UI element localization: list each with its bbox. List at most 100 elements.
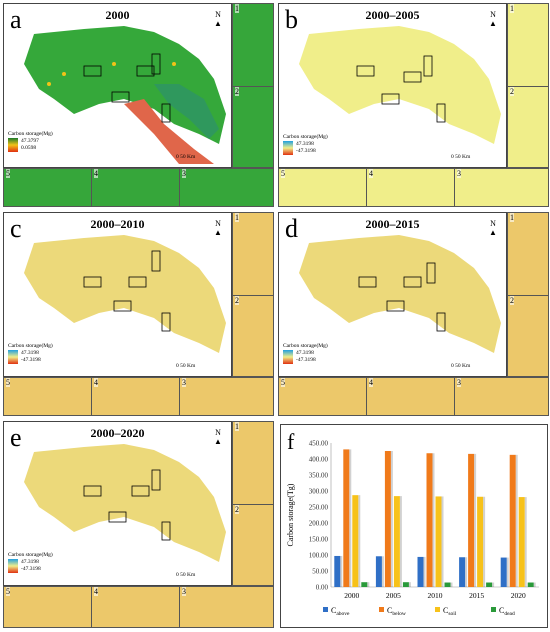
panel-title: 2000–2020 xyxy=(90,426,145,440)
legend-min: -47.3198 xyxy=(21,566,41,572)
inset-d-1: 1 xyxy=(507,212,549,296)
bar-above-2010 xyxy=(417,556,424,587)
scale-bar: 0 50 Km xyxy=(451,154,471,160)
bar-shade xyxy=(506,557,509,587)
bar-above-2005 xyxy=(375,556,382,587)
y-tick-label: 0.00 xyxy=(316,584,329,592)
north-arrow-icon: N ▲ xyxy=(214,428,222,446)
bar-shade xyxy=(390,451,393,587)
y-tick-label: 50.00 xyxy=(312,568,328,576)
y-tick-label: 450.00 xyxy=(309,440,329,448)
legend-title: Carbon storage(Mg) xyxy=(8,552,53,558)
inset-b-3: 3 xyxy=(454,168,549,207)
bar-shade xyxy=(408,582,411,587)
study-area-map xyxy=(24,444,226,562)
y-tick-label: 200.00 xyxy=(309,520,329,528)
panel-title: 2000–2015 xyxy=(365,217,420,231)
legend-min: 0.0598 xyxy=(21,145,37,151)
study-area-map xyxy=(24,26,226,164)
legend-label-below: Cbelow xyxy=(387,606,406,617)
legend-min: -47.3198 xyxy=(21,357,41,363)
legend-swatch-soil xyxy=(435,607,440,612)
legend-swatch-dead xyxy=(491,607,496,612)
map-panel-a: a 2000 N ▲ Carbon storage(Mg) 47.3797 0.05… xyxy=(3,3,232,168)
bar-below-2015 xyxy=(468,453,475,587)
inset-d-4: 4 xyxy=(366,377,455,416)
bar-shade xyxy=(358,495,361,587)
map-panel-d: d 2000–2015 N ▲ Carbon storage(Mg) 47.319… xyxy=(278,212,507,377)
legend-title: Carbon storage(Mg) xyxy=(283,343,328,349)
inset-e-5: 5 xyxy=(3,586,92,628)
bar-shade xyxy=(465,557,468,587)
bar-dead-2020 xyxy=(527,582,534,587)
scale-bar: 0 50 Km xyxy=(176,154,196,160)
legend-swatch-below xyxy=(379,607,384,612)
x-tick-label: 2015 xyxy=(469,591,484,600)
legend-title: Carbon storage(Mg) xyxy=(8,343,53,349)
bar-below-2000 xyxy=(343,449,350,587)
y-axis-label: Carbon storage(Tg) xyxy=(286,483,295,546)
bar-shade xyxy=(524,497,527,587)
inset-a-5: 5 xyxy=(3,168,92,207)
inset-b-5: 5 xyxy=(278,168,367,207)
inset-e-1: 1 xyxy=(232,421,274,505)
inset-b-2: 2 xyxy=(507,86,549,168)
legend-label-dead: Cdead xyxy=(499,606,515,617)
legend-swatch-above xyxy=(323,607,328,612)
bar-soil-2010 xyxy=(435,496,442,587)
panel-title: 2000–2005 xyxy=(365,8,420,22)
bar-below-2010 xyxy=(426,453,433,587)
legend-min: -47.3198 xyxy=(296,148,316,154)
bar-shade xyxy=(349,449,352,587)
inset-a-2: 2 xyxy=(232,86,274,168)
north-arrow-icon: N ▲ xyxy=(214,219,222,237)
inset-a-4: 4 xyxy=(91,168,180,207)
panel-title: 2000 xyxy=(105,8,130,22)
scale-bar: 0 50 Km xyxy=(176,363,196,369)
bar-shade xyxy=(432,453,435,587)
y-tick-label: 400.00 xyxy=(309,456,329,464)
carbon-storage-bar-chart: f 0.00 50.00 100.00 150.00 200.00 250.00 300.00… xyxy=(286,429,539,617)
legend-max: 47.3198 xyxy=(296,350,314,356)
legend-max: 47.3198 xyxy=(21,350,39,356)
panel-letter: e xyxy=(10,423,22,452)
panel-letter: d xyxy=(285,214,298,243)
inset-e-2: 2 xyxy=(232,504,274,586)
y-tick-label: 150.00 xyxy=(309,536,329,544)
bar-soil-2005 xyxy=(393,496,400,587)
north-arrow-icon: N ▲ xyxy=(489,219,497,237)
legend-label-above: Cabove xyxy=(331,606,350,617)
bar-shade xyxy=(367,582,370,587)
map-panel-e: e 2000–2020 N ▲ Carbon storage(Mg) 47.319… xyxy=(3,421,232,586)
legend: Carbon storage(Mg) 47.3198 -47.3198 xyxy=(283,343,328,364)
panel-letter: f xyxy=(287,429,295,454)
legend: Carbon storage(Mg) 47.3198 -47.3198 xyxy=(8,343,53,364)
inset-e-3: 3 xyxy=(179,586,274,628)
bar-shade xyxy=(340,555,343,587)
bar-above-2015 xyxy=(459,557,466,587)
y-tick-label: 350.00 xyxy=(309,472,329,480)
inset-c-2: 2 xyxy=(232,295,274,377)
bar-shade xyxy=(515,454,518,587)
x-tick-label: 2005 xyxy=(386,591,401,600)
north-arrow-icon: N ▲ xyxy=(489,10,497,28)
inset-a-1: 1 xyxy=(232,3,274,87)
legend-label-soil: Csoil xyxy=(443,606,457,617)
bar-shade xyxy=(450,582,453,587)
bar-above-2000 xyxy=(334,555,341,587)
y-tick-label: 300.00 xyxy=(309,488,329,496)
inset-e-4: 4 xyxy=(91,586,180,628)
panel-letter: b xyxy=(285,5,298,34)
bar-dead-2000 xyxy=(361,582,368,587)
bar-shade xyxy=(441,496,444,587)
study-area-map xyxy=(299,26,501,144)
bar-shade xyxy=(533,582,536,587)
bar-soil-2015 xyxy=(477,496,484,587)
scale-bar: 0 50 Km xyxy=(451,363,471,369)
inset-c-5: 5 xyxy=(3,377,92,416)
study-area-map xyxy=(24,235,226,353)
bar-soil-2000 xyxy=(352,495,359,587)
y-tick-label: 100.00 xyxy=(309,552,329,560)
bar-soil-2020 xyxy=(518,497,525,587)
inset-b-1: 1 xyxy=(507,3,549,87)
